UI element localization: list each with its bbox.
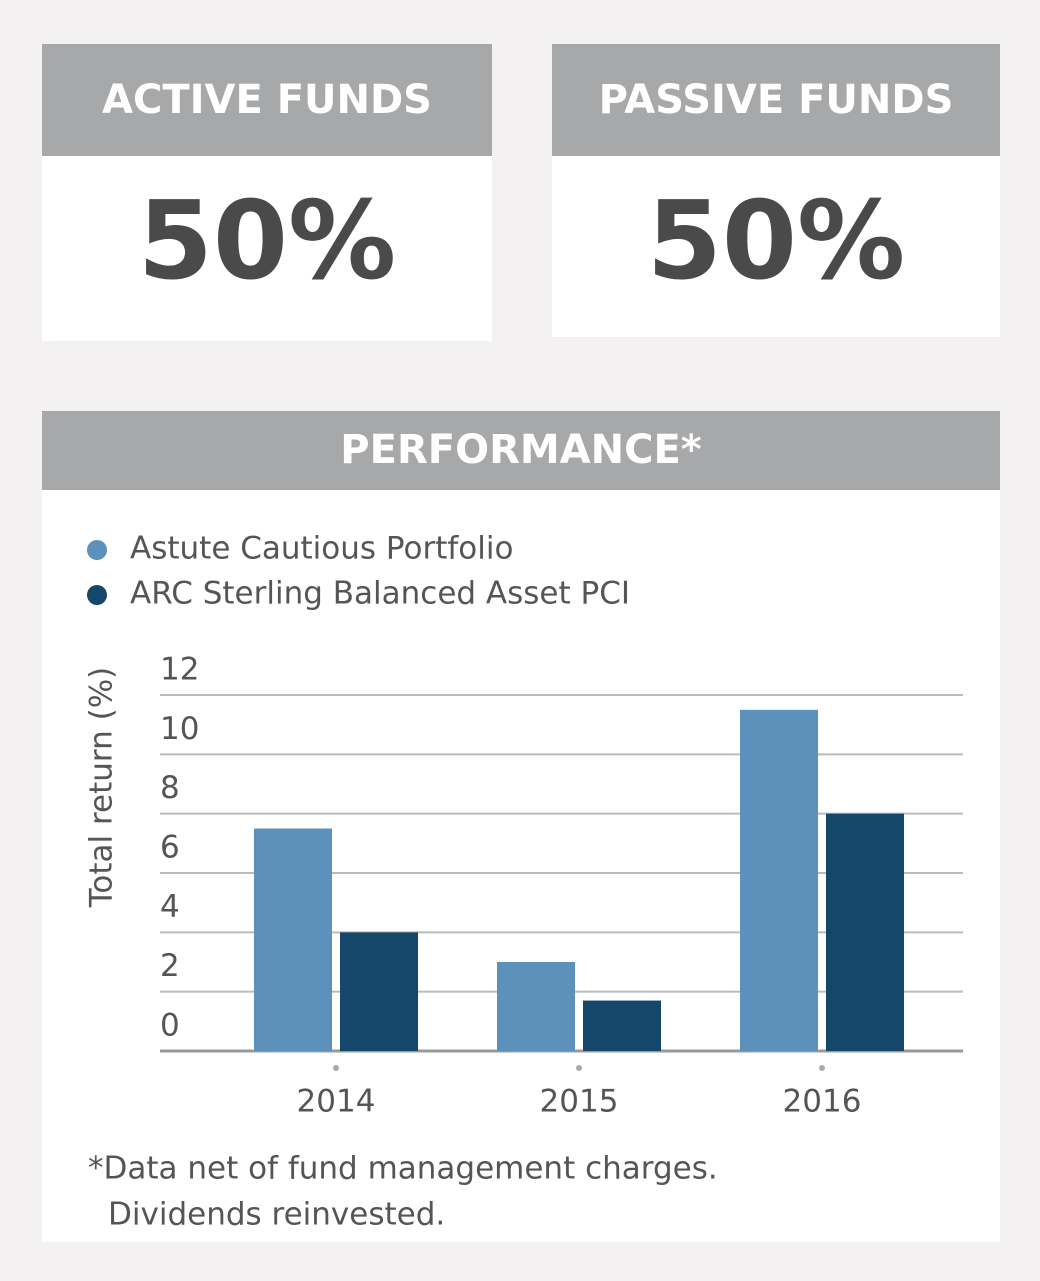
bar xyxy=(826,813,904,1051)
y-tick-label: 4 xyxy=(160,889,180,925)
x-tick-dot xyxy=(576,1065,582,1071)
y-tick-label: 0 xyxy=(160,1008,180,1044)
y-tick-label: 12 xyxy=(160,652,199,688)
card-header xyxy=(552,44,1000,156)
x-tick-label: 2015 xyxy=(540,1084,619,1120)
legend-label: Astute Cautious Portfolio xyxy=(130,531,513,567)
card-body xyxy=(552,156,1000,337)
footnote: Dividends reinvested. xyxy=(108,1197,445,1233)
y-axis-label: Total return (%) xyxy=(84,667,120,909)
card-header xyxy=(42,44,492,156)
bar xyxy=(583,1000,661,1051)
x-tick-dot xyxy=(333,1065,339,1071)
card-title: ACTIVE FUNDS xyxy=(102,77,432,123)
y-tick-label: 6 xyxy=(160,830,180,866)
bar xyxy=(340,932,418,1051)
card-value: 50% xyxy=(138,179,397,304)
y-tick-label: 8 xyxy=(160,770,180,806)
card-value: 50% xyxy=(647,179,906,304)
y-tick-label: 10 xyxy=(160,711,199,747)
legend-label: ARC Sterling Balanced Asset PCI xyxy=(130,576,630,612)
card-title: PASSIVE FUNDS xyxy=(599,77,954,123)
legend-swatch xyxy=(87,540,107,560)
x-tick-label: 2014 xyxy=(297,1084,376,1120)
x-tick-dot xyxy=(819,1065,825,1071)
bar xyxy=(254,828,332,1051)
card-body xyxy=(42,156,492,341)
bar xyxy=(740,709,818,1051)
x-tick-label: 2016 xyxy=(783,1084,862,1120)
panel-title: PERFORMANCE* xyxy=(340,427,701,473)
footnote: *Data net of fund management charges. xyxy=(88,1151,718,1187)
bar xyxy=(497,962,575,1051)
y-tick-label: 2 xyxy=(160,948,180,984)
legend-swatch xyxy=(87,585,107,605)
panel-header xyxy=(42,411,1000,490)
